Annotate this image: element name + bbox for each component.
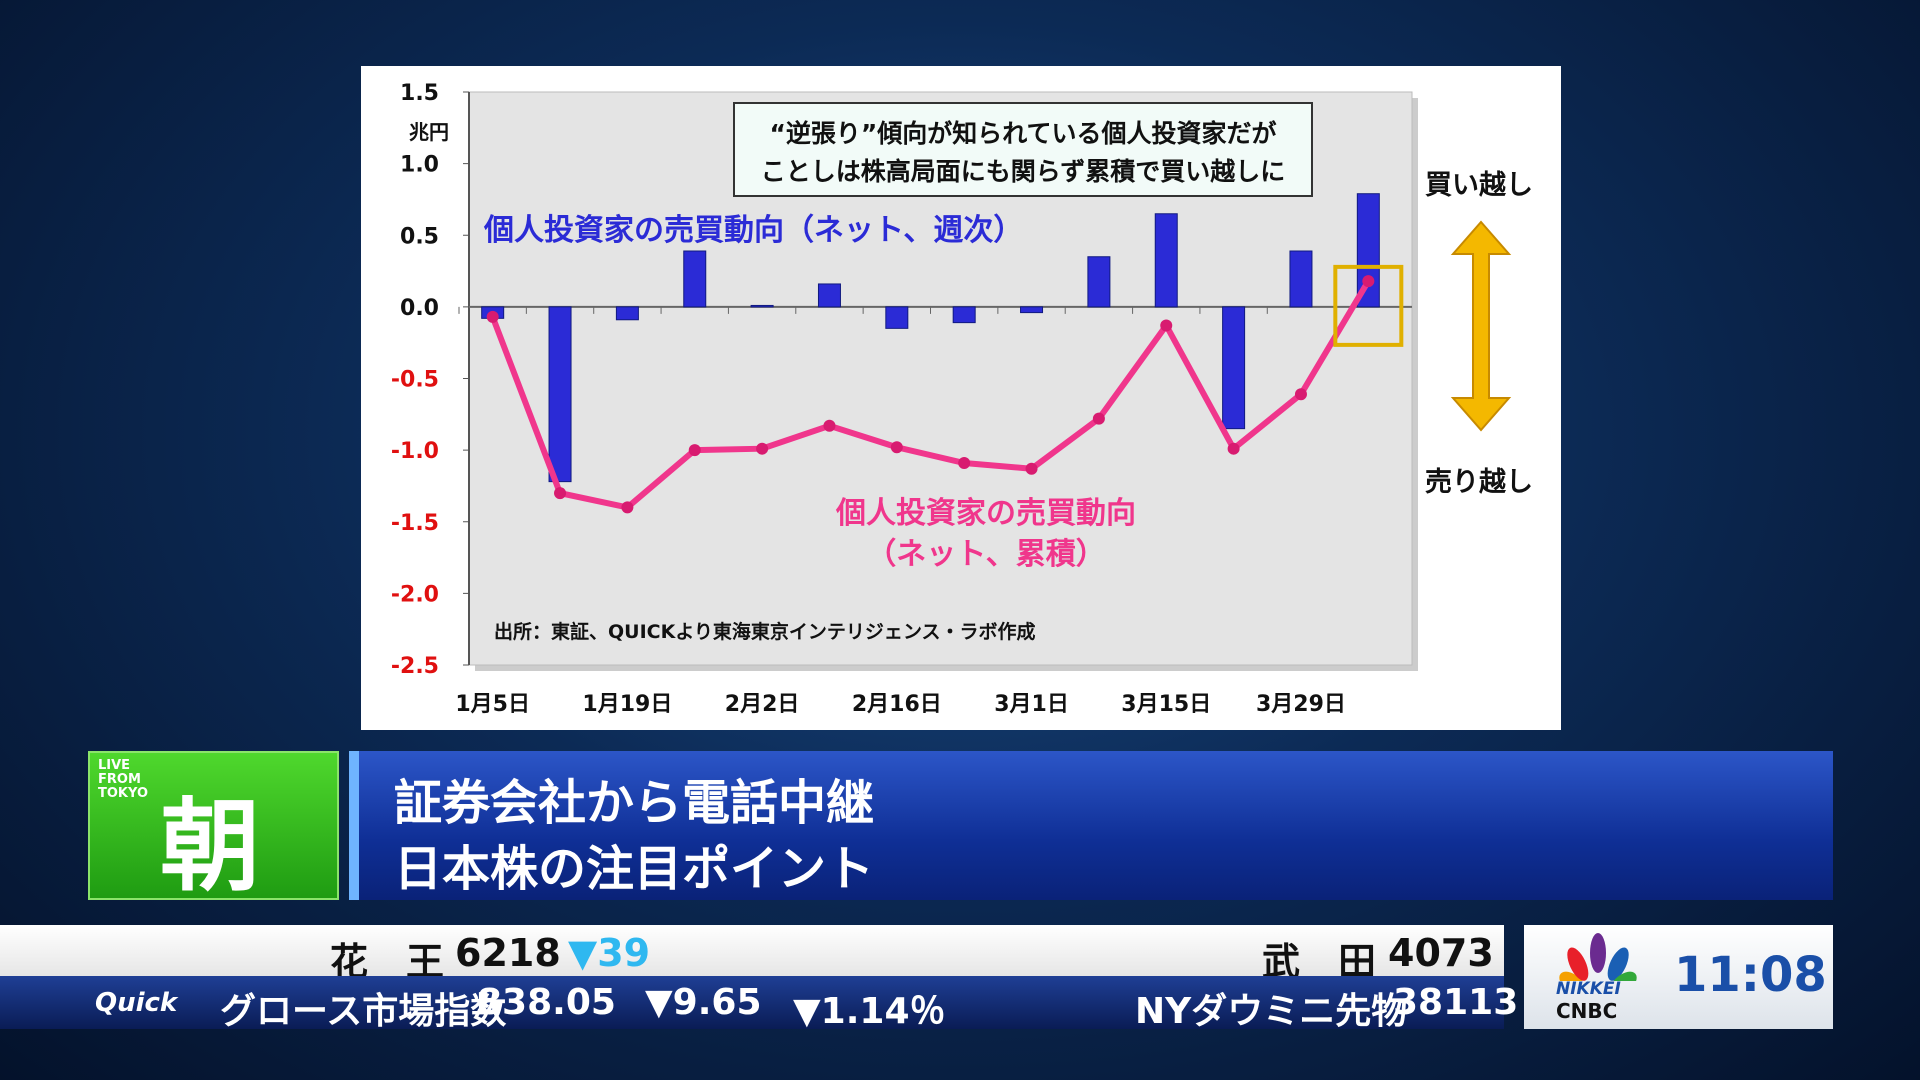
cnbc-text: CNBC	[1556, 999, 1618, 1023]
stock1-change: ▼39	[568, 931, 651, 975]
nikkei-text: NIKKEI	[1556, 979, 1621, 999]
y-tick-label: -2.0	[391, 582, 439, 607]
y-tick-label: -1.5	[391, 511, 439, 536]
index1-change: ▼9.65	[645, 982, 762, 1023]
double-arrow-icon	[1450, 220, 1512, 432]
annotation-line2: ことしは株高局面にも関らず累積で買い越しに	[761, 157, 1286, 186]
bar	[885, 306, 909, 329]
y-tick-label: 0.5	[400, 224, 439, 249]
live-from-tokyo: LIVE FROM TOKYO	[98, 758, 148, 801]
index1-pct: ▼1.14％	[793, 991, 946, 1032]
bar	[1289, 250, 1313, 308]
line-series-label-2: （ネット、累積）	[866, 537, 1105, 572]
sell-label: 売り越し	[1425, 467, 1533, 498]
x-tick-label: 2月2日	[725, 692, 800, 717]
stock-ticker: 花 王 6218 ▼39 武 田 4073	[0, 925, 1504, 984]
y-tick-label: 0.0	[400, 296, 439, 321]
peacock-icon	[1559, 933, 1637, 981]
headline-banner: 証券会社から電話中継 日本株の注目ポイント	[349, 751, 1833, 900]
quick-logo: Quick	[95, 988, 178, 1018]
bar	[615, 306, 639, 321]
line-point	[621, 501, 634, 514]
y-unit-label: 兆円	[409, 120, 449, 144]
bar-series-label: 個人投資家の売買動向（ネット、週次）	[483, 213, 1023, 248]
line-point	[958, 457, 971, 470]
line-point	[1092, 412, 1105, 425]
bar	[817, 283, 841, 308]
y-tick-label: 1.0	[400, 153, 439, 178]
program-badge: LIVE FROM TOKYO 朝	[88, 751, 339, 905]
index2-value: 38113	[1393, 982, 1519, 1023]
highlight-box	[1333, 264, 1404, 347]
x-tick-label: 1月19日	[582, 692, 672, 717]
bar	[1154, 213, 1178, 308]
source-note: 出所：東証、QUICKより東海東京インテリジェンス・ラボ作成	[494, 620, 1036, 643]
bar	[750, 304, 774, 308]
chart: 1.5 1.0 0.5 0.0 -0.5 -1.0 -1.5 -2.0 -2.5 兆円 1月5日 1月…	[391, 81, 1533, 717]
line-point	[890, 441, 903, 454]
x-tick-label: 3月29日	[1256, 692, 1346, 717]
line-point	[486, 310, 499, 323]
y-tick-label: 1.5	[400, 81, 439, 106]
y-tick-label: -2.5	[391, 654, 439, 679]
line-series-label: 個人投資家の売買動向	[835, 496, 1136, 531]
bar	[548, 306, 572, 483]
bar	[1356, 193, 1380, 308]
clock: 11:08	[1674, 947, 1827, 1003]
bar	[952, 306, 976, 324]
program-name: 朝	[160, 788, 260, 905]
cumulative-line	[489, 279, 1371, 511]
buy-label: 買い越し	[1425, 170, 1533, 201]
index1-name: グロース市場指数	[220, 991, 507, 1032]
bar	[1087, 256, 1111, 308]
line-point	[1160, 319, 1173, 332]
bar	[1020, 306, 1044, 314]
nikkei-cnbc-logo: NIKKEI CNBC 11:08	[1524, 925, 1833, 1029]
line-point	[1227, 442, 1240, 455]
bar	[683, 250, 707, 308]
stock1-price: 6218	[455, 931, 561, 975]
chart-panel: 1.5 1.0 0.5 0.0 -0.5 -1.0 -1.5 -2.0 -2.5 兆円 1月5日 1月…	[361, 66, 1561, 730]
line-point	[756, 442, 769, 455]
bar	[1222, 306, 1246, 430]
annotation-line1: “逆張り”傾向が知られている個人投資家だが	[769, 119, 1276, 148]
line-point	[823, 419, 836, 432]
stock2-price: 4073	[1388, 931, 1494, 975]
y-tick-label: -0.5	[391, 368, 439, 393]
line-point	[1025, 462, 1038, 475]
x-tick-label: 3月1日	[994, 692, 1069, 717]
x-tick-label: 2月16日	[852, 692, 942, 717]
index1-value: 838.05	[477, 982, 616, 1023]
index2-name: NYダウミニ先物	[1135, 991, 1408, 1032]
line-point	[1294, 388, 1307, 401]
x-tick-label: 3月15日	[1121, 692, 1211, 717]
line-point	[1362, 275, 1375, 288]
line-point	[554, 487, 567, 500]
index-ticker: Quick グロース市場指数 838.05 ▼9.65 ▼1.14％ NYダウミ…	[0, 976, 1518, 1032]
headline-line2: 日本株の注目ポイント	[394, 841, 875, 897]
x-tick-label: 1月5日	[455, 692, 530, 717]
line-point	[688, 444, 701, 457]
y-tick-label: -1.0	[391, 439, 439, 464]
annotation-box	[733, 102, 1313, 197]
headline-line1: 証券会社から電話中継	[394, 775, 875, 831]
